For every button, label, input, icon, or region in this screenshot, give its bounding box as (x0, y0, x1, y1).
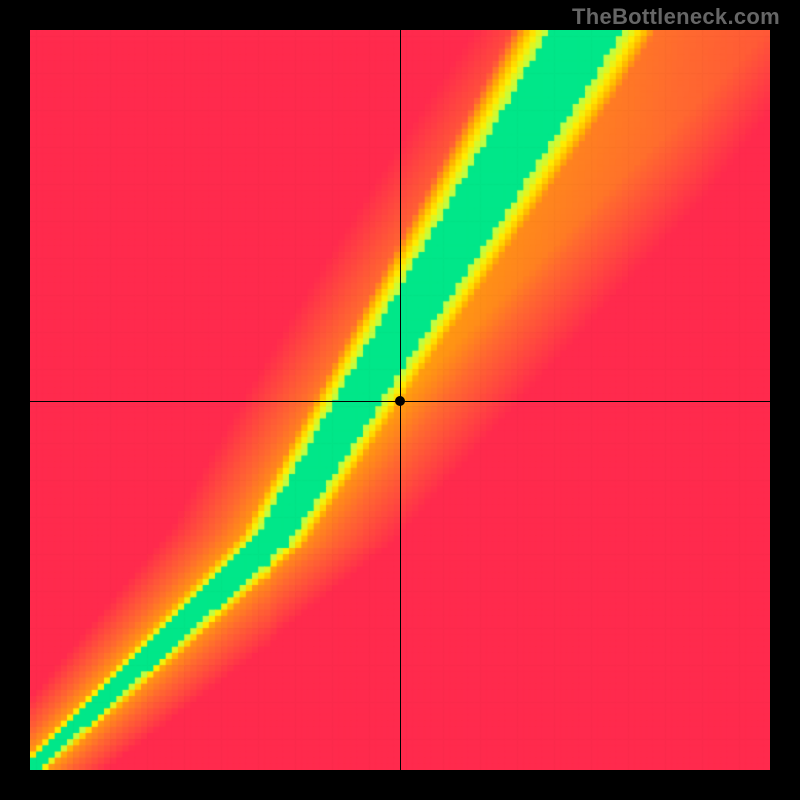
marker-dot (395, 396, 405, 406)
plot-area (30, 30, 770, 770)
chart-container: TheBottleneck.com (0, 0, 800, 800)
watermark-text: TheBottleneck.com (572, 4, 780, 30)
